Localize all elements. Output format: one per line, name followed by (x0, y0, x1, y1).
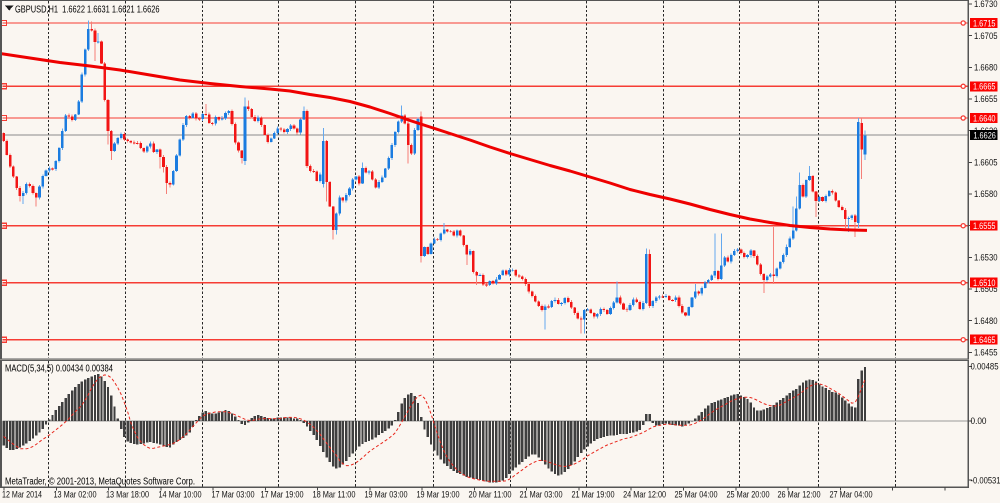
svg-text:1.6530: 1.6530 (974, 253, 998, 264)
svg-text:1.6730: 1.6730 (974, 0, 998, 10)
svg-text:0.00485: 0.00485 (971, 362, 999, 373)
svg-text:1.6465: 1.6465 (973, 335, 996, 346)
svg-text:1.6455: 1.6455 (974, 348, 998, 359)
svg-text:19 Mar 03:00: 19 Mar 03:00 (365, 490, 408, 501)
svg-text:18 Mar 11:00: 18 Mar 11:00 (313, 490, 356, 501)
svg-text:1.6705: 1.6705 (974, 31, 998, 42)
svg-text:1.6680: 1.6680 (974, 63, 998, 74)
svg-text:13 Mar 18:00: 13 Mar 18:00 (106, 490, 149, 501)
svg-text:1.6580: 1.6580 (974, 189, 998, 200)
svg-text:17 Mar 03:00: 17 Mar 03:00 (212, 490, 255, 501)
svg-text:1.6505: 1.6505 (974, 284, 998, 295)
svg-text:1.6640: 1.6640 (973, 113, 996, 124)
svg-text:1.6555: 1.6555 (973, 221, 996, 232)
svg-text:19 Mar 19:00: 19 Mar 19:00 (417, 490, 460, 501)
svg-text:0.00: 0.00 (971, 416, 987, 427)
svg-text:21 Mar 03:00: 21 Mar 03:00 (520, 490, 563, 501)
svg-text:GBPUSD,H1 1.6622 1.6631 1.662: GBPUSD,H1 1.6622 1.6631 1.6621 1.6626 (15, 4, 160, 16)
svg-text:26 Mar 12:00: 26 Mar 12:00 (778, 490, 821, 501)
svg-text:12 Mar 2014: 12 Mar 2014 (2, 490, 42, 501)
svg-text:-0.00531: -0.00531 (971, 475, 1000, 486)
svg-text:1.6655: 1.6655 (974, 94, 998, 105)
svg-text:25 Mar 20:00: 25 Mar 20:00 (727, 490, 770, 501)
svg-text:17 Mar 19:00: 17 Mar 19:00 (261, 490, 304, 501)
svg-text:1.6605: 1.6605 (974, 158, 998, 169)
svg-text:24 Mar 12:00: 24 Mar 12:00 (623, 490, 666, 501)
svg-text:25 Mar 04:00: 25 Mar 04:00 (675, 490, 718, 501)
svg-text:13 Mar 02:00: 13 Mar 02:00 (54, 490, 97, 501)
svg-text:21 Mar 19:00: 21 Mar 19:00 (572, 490, 615, 501)
svg-text:1.6665: 1.6665 (973, 82, 996, 93)
svg-text:MACD(5,34,5) 0.00434 0.00384: MACD(5,34,5) 0.00434 0.00384 (5, 364, 113, 375)
svg-text:MetaTrader, © 2001-2013, MetaQ: MetaTrader, © 2001-2013, MetaQuotes Soft… (5, 477, 195, 488)
svg-text:1.6480: 1.6480 (974, 316, 998, 327)
svg-text:1.6715: 1.6715 (973, 18, 996, 29)
svg-text:20 Mar 11:00: 20 Mar 11:00 (469, 490, 512, 501)
svg-text:27 Mar 04:00: 27 Mar 04:00 (830, 490, 873, 501)
svg-text:1.6626: 1.6626 (973, 131, 996, 142)
svg-text:1.6510: 1.6510 (973, 278, 996, 289)
svg-text:14 Mar 10:00: 14 Mar 10:00 (159, 490, 202, 501)
